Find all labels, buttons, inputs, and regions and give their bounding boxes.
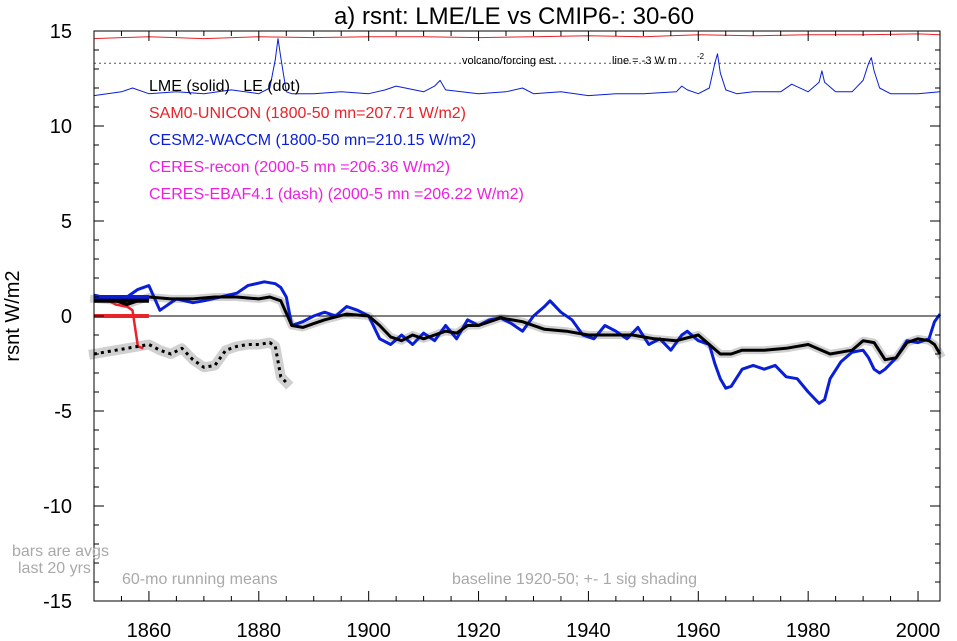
y-tick-label-10: 10 — [50, 116, 72, 138]
line-note-superscript: -2 — [697, 52, 705, 61]
legend-entry-ceres-ebaf: CERES-EBAF4.1 (dash) (2000-5 mn =206.22 … — [149, 186, 524, 203]
y-tick-label--10: -10 — [43, 496, 72, 518]
gridlines — [94, 62, 940, 317]
x-tick-label-1900: 1900 — [346, 620, 391, 641]
y-tick-label--5: -5 — [54, 401, 72, 423]
y-tick-label-15: 15 — [50, 21, 72, 43]
bars-note-2: last 20 yrs — [18, 560, 91, 577]
shading-layer — [88, 293, 946, 390]
bars-note-1: bars are avgs — [12, 543, 109, 560]
y-tick-label-0: 0 — [61, 306, 72, 328]
series-cesm2-waccm — [93, 280, 942, 405]
x-tick-label-1920: 1920 — [456, 620, 501, 641]
x-tick-label-1860: 1860 — [127, 620, 172, 641]
legend-entry-cesm2-waccm: CESM2-WACCM (1800-50 mn=210.15 W/m2) — [149, 132, 476, 149]
y-tick-label-5: 5 — [61, 211, 72, 233]
legend: LME (solid) LE (dot) SAM0-UNICON (1800-5… — [149, 78, 524, 203]
series-lme-ensemble-mean — [93, 295, 942, 362]
x-tick-label-1880: 1880 — [237, 620, 282, 641]
legend-entry-ceres-recon: CERES-recon (2000-5 mn =206.36 W/m2) — [149, 159, 450, 176]
volcano-annotation: volcano/forcing est. — [462, 55, 557, 67]
legend-entry-sam0-unicon: SAM0-UNICON (1800-50 mn=207.71 W/m2) — [149, 105, 466, 122]
x-tick-label-1940: 1940 — [566, 620, 611, 641]
series-le-ensemble-mean-dot — [93, 341, 288, 384]
axes-ticks: 1860 1880 1900 1920 1940 1960 1980 2000 -15 -10 -5… — [43, 21, 940, 641]
legend-header: LME (solid) LE (dot) — [149, 78, 300, 95]
series-layer — [93, 33, 942, 405]
y-axis-label: rsnt W/m2 — [2, 270, 24, 361]
x-tick-label-1960: 1960 — [676, 620, 721, 641]
series-volcano-forcing-estimate — [93, 38, 941, 97]
chart-title: a) rsnt: LME/LE vs CMIP6-: 30-60 — [334, 3, 694, 30]
x-tick-label-1980: 1980 — [786, 620, 831, 641]
y-tick-label--15: -15 — [43, 591, 72, 613]
baseline-note: baseline 1920-50; +- 1 sig shading — [452, 571, 697, 588]
line-note-annotation: line = -3 W m — [612, 55, 677, 67]
series-sam0-unicon — [94, 297, 144, 350]
running-means-note: 60-mo running means — [122, 571, 278, 588]
series-top-reference — [93, 33, 941, 40]
x-tick-label-2000: 2000 — [896, 620, 941, 641]
